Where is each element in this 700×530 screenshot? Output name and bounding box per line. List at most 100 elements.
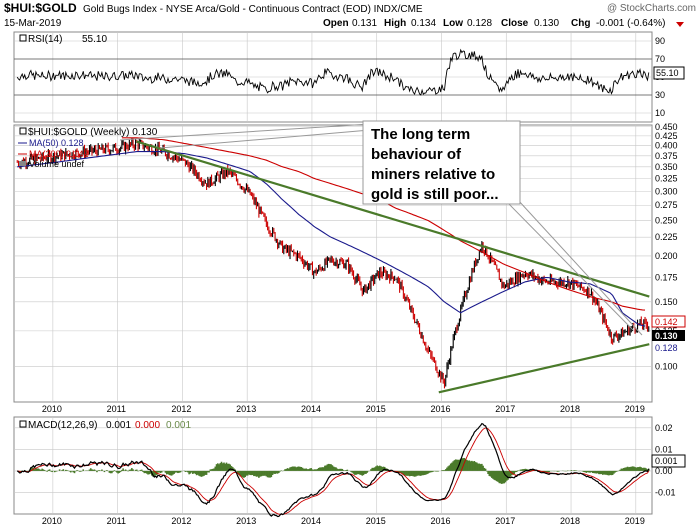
macd-value-3: 0.001: [166, 420, 191, 431]
annotation-line-4: gold is still poor...: [371, 186, 499, 203]
macd-tick-label: 0.00: [655, 466, 673, 476]
rsi-legend: RSI(14) 55.10: [19, 34, 107, 45]
annotation-line-1: The long term: [371, 126, 470, 143]
macd-signal-line: [17, 427, 650, 515]
macd-value-1: 0.001: [106, 420, 131, 431]
price-tick-label: 0.150: [655, 297, 678, 307]
support-trendline: [438, 343, 650, 394]
chg-value: -0.001 (-0.64%): [596, 18, 665, 29]
ma200-badge-text: 0.142: [655, 317, 678, 327]
close-badge: [652, 330, 685, 341]
annotation-box: [362, 120, 521, 205]
rsi-value: 55.10: [82, 34, 107, 45]
rsi-badge-text: 55.10: [656, 68, 679, 78]
rsi-tick-label: 70: [655, 54, 665, 64]
year-label: 2019: [625, 404, 645, 414]
price-badges: 0.142 0.130 0.128: [651, 315, 686, 353]
macd-layer: [16, 422, 650, 518]
price-tick-label: 0.425: [655, 131, 678, 141]
ma200-legend-text: MA(200) 0.142: [29, 149, 89, 159]
price-tick-label: 0.375: [655, 151, 678, 161]
rsi-tick-label: 10: [655, 108, 665, 118]
chart-date: 15-Mar-2019: [4, 18, 62, 29]
price-tick-label: 0.100: [655, 361, 678, 371]
price-tick-label: 0.300: [655, 186, 678, 196]
year-label-bottom: 2014: [301, 516, 321, 526]
grid-layer: [14, 32, 652, 514]
macd-value-2: 0.000: [135, 420, 160, 431]
close-label: Close: [501, 18, 529, 29]
rsi-label: RSI(14): [28, 34, 62, 45]
high-value: 0.134: [411, 18, 436, 29]
year-label: 2013: [236, 404, 256, 414]
low-value: 0.128: [467, 18, 492, 29]
rsi-legend-swatch: [19, 34, 27, 42]
macd-badge: [651, 454, 686, 468]
macd-badge-text: 0.001: [655, 456, 678, 466]
macd-line: [16, 422, 650, 518]
close-badge-text: 0.130: [655, 331, 678, 341]
year-label: 2010: [42, 404, 62, 414]
price-tick-label: 0.325: [655, 174, 678, 184]
rsi-value-badge: [653, 66, 685, 80]
price-legend: $HUI:$GOLD (Weekly) 0.130 MA(50) 0.128 M…: [18, 127, 158, 169]
year-label: 2015: [366, 404, 386, 414]
macd-legend: MACD(12,26,9) 0.001 0.000 0.001: [19, 420, 191, 431]
price-tick-label: 0.400: [655, 141, 678, 151]
annotation-line-2: behaviour of: [371, 146, 462, 163]
annotation-callout: The long term behaviour of miners relati…: [119, 120, 643, 336]
year-label-bottom: 2015: [366, 516, 386, 526]
callout-pointer-left-2: [119, 123, 371, 141]
price-tick-label: 0.225: [655, 232, 678, 242]
macd-label: MACD(12,26,9): [28, 420, 97, 431]
rsi-layer: [16, 48, 650, 96]
rsi-tick-label: 30: [655, 90, 665, 100]
index-name: Gold Bugs Index - NYSE Arca/Gold - Conti…: [83, 4, 423, 15]
price-tick-label: 0.175: [655, 272, 678, 282]
ma200-badge: [651, 315, 686, 328]
year-label-bottom: 2010: [42, 516, 62, 526]
rsi-line: [16, 48, 650, 96]
price-tick-label: 0.200: [655, 251, 678, 261]
open-value: 0.131: [352, 18, 377, 29]
close-value: 0.130: [534, 18, 559, 29]
year-label-bottom: 2019: [625, 516, 645, 526]
year-label: 2017: [495, 404, 515, 414]
volume-legend-text: Volume undef: [29, 159, 85, 169]
price-tick-label: 0.350: [655, 162, 678, 172]
ma50-badge-text: 0.128: [655, 343, 678, 353]
price-layer: [16, 137, 650, 394]
year-label-bottom: 2016: [430, 516, 450, 526]
year-label: 2016: [430, 404, 450, 414]
chg-label: Chg: [571, 18, 590, 29]
year-label-bottom: 2018: [560, 516, 580, 526]
macd-legend-swatch: [19, 420, 27, 428]
callout-pointer-right: [517, 199, 643, 336]
rsi-tick-label: 90: [655, 36, 665, 46]
ohlc-readout: Open 0.131 High 0.134 Low 0.128 Close 0.…: [323, 18, 684, 29]
year-label-bottom: 2013: [236, 516, 256, 526]
resistance-trendline: [136, 140, 650, 298]
year-label: 2012: [171, 404, 191, 414]
axis-layer: 2010 2010 2011 2011 2012 2012 2013 2013 2014 2014…: [42, 36, 678, 526]
macd-tick-label: -0.01: [655, 487, 676, 497]
volume-legend-swatch: [19, 161, 26, 166]
symbol-title: $HUI:$GOLD: [4, 1, 77, 15]
year-label: 2011: [107, 404, 126, 414]
low-label: Low: [443, 18, 463, 29]
down-arrow-icon: [676, 22, 684, 27]
ma50-legend-text: MA(50) 0.128: [29, 138, 84, 148]
callout-pointer-left: [159, 129, 371, 149]
price-tick-label: 0.250: [655, 215, 678, 225]
year-label-bottom: 2011: [107, 516, 126, 526]
price-tick-label: 0.450: [655, 122, 678, 132]
year-label: 2014: [301, 404, 321, 414]
callout-pointer-right-2: [504, 199, 634, 331]
price-legend-text: $HUI:$GOLD (Weekly) 0.130: [28, 127, 158, 138]
price-tick-label: 0.275: [655, 200, 678, 210]
annotation-line-3: miners relative to: [371, 166, 495, 183]
price-panel: [13, 124, 653, 403]
high-label: High: [384, 18, 406, 29]
open-label: Open: [323, 18, 349, 29]
